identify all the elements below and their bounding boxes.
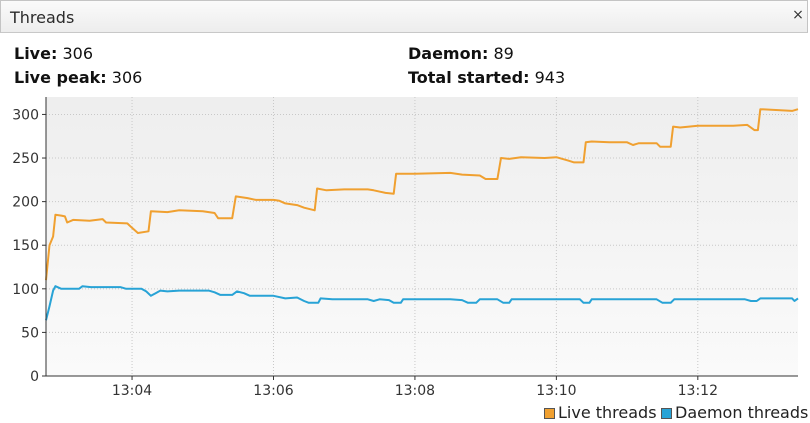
close-icon[interactable]: × bbox=[792, 7, 804, 23]
y-tick-label: 50 bbox=[21, 325, 39, 341]
x-tick-label: 13:12 bbox=[678, 383, 718, 399]
window-title: Threads bbox=[10, 8, 75, 27]
legend-daemon-swatch bbox=[661, 408, 672, 419]
y-axis: 0 50 100 150 200 250 300 bbox=[12, 107, 46, 385]
y-tick-label: 200 bbox=[12, 195, 39, 211]
plot-area bbox=[46, 97, 798, 376]
x-tick-label: 13:10 bbox=[536, 383, 576, 399]
legend-daemon-label: Daemon threads bbox=[675, 403, 809, 422]
legend-daemon: Daemon threads bbox=[661, 403, 808, 422]
live-threads-line bbox=[45, 108, 799, 281]
stat-live-value: 306 bbox=[62, 44, 93, 63]
daemon-threads-line bbox=[45, 285, 799, 321]
x-tick-label: 13:08 bbox=[395, 383, 435, 399]
y-tick-label: 100 bbox=[12, 282, 39, 298]
series-lines bbox=[45, 108, 799, 321]
stat-daemon-value: 89 bbox=[493, 44, 514, 63]
stat-live-peak-value: 306 bbox=[111, 68, 143, 87]
window-titlebar: Threads × bbox=[0, 0, 808, 33]
stat-daemon-label: Daemon: bbox=[408, 44, 489, 63]
stat-live-label: Live: bbox=[14, 44, 58, 63]
stat-daemon: Daemon: 89 bbox=[408, 44, 514, 63]
stat-total-started-value: 943 bbox=[534, 68, 566, 87]
y-tick-label: 150 bbox=[12, 238, 39, 254]
legend-live-label: Live threads bbox=[558, 403, 657, 422]
stat-total-started-label: Total started: bbox=[408, 68, 530, 87]
y-tick-label: 250 bbox=[12, 151, 39, 167]
x-axis: 13:04 13:06 13:08 13:10 13:12 bbox=[112, 376, 718, 399]
stat-live-peak-label: Live peak: bbox=[14, 68, 107, 87]
y-tick-label: 300 bbox=[12, 107, 39, 123]
legend-live: Live threads bbox=[544, 403, 657, 422]
y-tick-label: 0 bbox=[30, 369, 39, 385]
x-tick-label: 13:06 bbox=[253, 383, 293, 399]
legend-live-swatch bbox=[544, 408, 555, 419]
stat-live-peak: Live peak: 306 bbox=[14, 68, 142, 87]
x-tick-label: 13:04 bbox=[112, 383, 152, 399]
stat-total-started: Total started: 943 bbox=[408, 68, 565, 87]
stat-live: Live: 306 bbox=[14, 44, 93, 63]
